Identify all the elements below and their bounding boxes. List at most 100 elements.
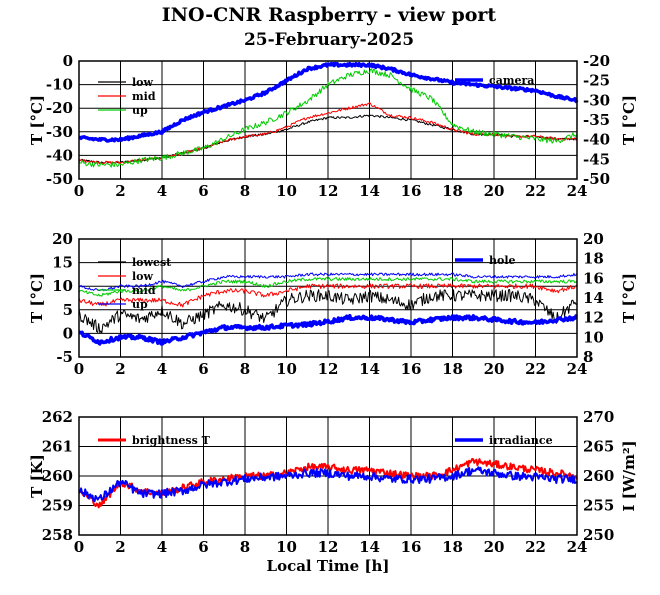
y-tick-label: 258 (42, 526, 73, 544)
y2-tick-label: 260 (583, 467, 614, 485)
y2-tick-label: -30 (583, 91, 610, 109)
x-tick-label: 14 (359, 360, 380, 378)
plot-frame (78, 238, 578, 358)
y-tick-label: 261 (42, 438, 73, 456)
x-tick-label: 24 (567, 360, 588, 378)
x-tick-label: 10 (276, 360, 297, 378)
y-tick-label: 10 (52, 277, 73, 295)
y2-tick-label: 265 (583, 438, 614, 456)
series-line-low (78, 283, 578, 308)
y2-axis-label: T [°C] (620, 273, 638, 323)
series-line-lowest (78, 289, 578, 334)
panel-2: 0 2 4 6 8 10 12 14 16 18 20 22 2420151050-5201816141… (28, 230, 638, 378)
x-tick-label: 12 (318, 538, 339, 556)
x-tick-label: 24 (567, 538, 588, 556)
x-tick-label: 16 (401, 538, 422, 556)
y2-axis-label: I [W/m²] (620, 440, 638, 511)
x-tick-label: 16 (401, 182, 422, 200)
x-tick-label: 18 (442, 360, 463, 378)
x-tick-label: 0 (74, 360, 84, 378)
x-tick-label: 6 (198, 182, 208, 200)
y-tick-label: -40 (46, 146, 73, 164)
legend-label: camera (489, 74, 534, 87)
x-tick-label: 6 (198, 360, 208, 378)
x-tick-label: 14 (359, 538, 380, 556)
x-tick-label: 22 (525, 360, 546, 378)
x-tick-label: 20 (484, 182, 505, 200)
panel-1: 0 2 4 6 8 10 12 14 16 18 20 22 240-10-20-30-40-50-20… (28, 52, 638, 200)
x-tick-label: 6 (198, 538, 208, 556)
series-line-irradiance (78, 466, 578, 503)
series-line-camera (78, 61, 579, 143)
legend-label: low (132, 76, 154, 89)
legend-label: up (132, 298, 148, 311)
y2-tick-label: 250 (583, 526, 614, 544)
x-axis-label: Local Time [h] (267, 557, 390, 575)
y-tick-label: -20 (46, 99, 73, 117)
y2-tick-label: 20 (583, 230, 604, 248)
y2-tick-label: -40 (583, 131, 610, 149)
y-tick-label: -10 (46, 76, 73, 94)
legend-label: brightness T (132, 434, 211, 447)
y-tick-label: 15 (52, 254, 73, 272)
x-tick-label: 4 (157, 538, 167, 556)
y-tick-label: 20 (52, 230, 73, 248)
y2-tick-label: 12 (583, 309, 604, 327)
x-tick-label: 4 (157, 360, 167, 378)
legend-label: hole (489, 254, 516, 267)
y-tick-label: 260 (42, 467, 73, 485)
y2-tick-label: 10 (583, 328, 604, 346)
x-tick-label: 8 (240, 182, 250, 200)
y2-tick-label: 14 (583, 289, 604, 307)
x-tick-label: 2 (115, 538, 125, 556)
series-line-up (78, 272, 578, 292)
y2-tick-label: -25 (583, 72, 610, 90)
y-tick-label: -5 (56, 348, 73, 366)
y2-tick-label: 270 (583, 408, 614, 426)
series-line-mid (78, 277, 578, 297)
y-tick-label: 262 (42, 408, 73, 426)
y2-tick-label: 16 (583, 269, 604, 287)
y-tick-label: -50 (46, 170, 73, 188)
legend-label: mid (132, 284, 156, 297)
x-tick-label: 16 (401, 360, 422, 378)
series-line-up (78, 68, 578, 168)
legend-label: irradiance (489, 434, 553, 447)
x-tick-label: 4 (157, 182, 167, 200)
x-tick-label: 2 (115, 182, 125, 200)
plot-frame (78, 416, 578, 536)
x-tick-label: 22 (525, 182, 546, 200)
legend-label: up (132, 104, 148, 117)
x-tick-label: 12 (318, 360, 339, 378)
y2-tick-label: -50 (583, 170, 610, 188)
y-tick-label: 0 (63, 324, 73, 342)
series-line-hole (78, 313, 578, 346)
x-tick-label: 8 (240, 360, 250, 378)
y2-tick-label: 8 (583, 348, 593, 366)
x-tick-label: 10 (276, 538, 297, 556)
y2-axis-label: T [°C] (620, 95, 638, 145)
x-tick-label: 0 (74, 182, 84, 200)
x-tick-label: 2 (115, 360, 125, 378)
y2-tick-label: -45 (583, 150, 610, 168)
y-axis-label: T [°C] (28, 95, 46, 145)
y-tick-label: 0 (63, 52, 73, 70)
chart-panels: 0 2 4 6 8 10 12 14 16 18 20 22 240-10-20-30-40-50-20… (28, 52, 638, 575)
y2-tick-label: 18 (583, 250, 604, 268)
panel-3: 0 2 4 6 8 10 12 14 16 18 20 22 242622612602592582702… (28, 408, 638, 575)
chart-subtitle: 25-February-2025 (244, 30, 414, 50)
x-tick-label: 14 (359, 182, 380, 200)
x-tick-label: 20 (484, 360, 505, 378)
legend-label: mid (132, 90, 156, 103)
x-tick-label: 8 (240, 538, 250, 556)
y2-tick-label: -35 (583, 111, 610, 129)
x-tick-label: 24 (567, 182, 588, 200)
plot-frame (78, 60, 578, 180)
x-tick-label: 22 (525, 538, 546, 556)
legend-label: low (132, 270, 154, 283)
x-tick-label: 18 (442, 538, 463, 556)
y2-tick-label: -20 (583, 52, 610, 70)
chart-title: INO-CNR Raspberry - view port (162, 4, 497, 26)
y-tick-label: -30 (46, 123, 73, 141)
